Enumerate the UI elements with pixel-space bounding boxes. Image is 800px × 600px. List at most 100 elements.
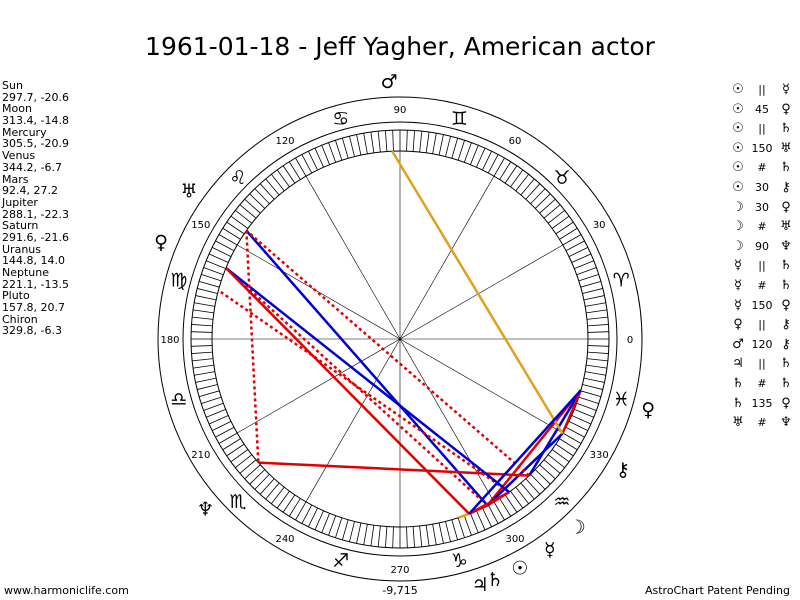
degree-tick xyxy=(587,345,609,347)
aspect-line xyxy=(217,289,510,494)
spoke-line xyxy=(399,244,563,340)
spoke-line xyxy=(399,338,563,434)
degree-tick xyxy=(259,183,275,200)
degree-tick xyxy=(244,464,261,480)
degree-tick xyxy=(259,478,275,495)
planet-coords: 157.8, 20.7 xyxy=(2,301,65,315)
degree-tick xyxy=(504,494,518,513)
degree-tick xyxy=(288,498,301,517)
degree-label: 270 xyxy=(390,565,409,576)
aspect-row: ☿ 150 ♀ xyxy=(728,296,796,316)
degree-tick xyxy=(218,432,238,444)
planet-coords: 288.1, -22.3 xyxy=(2,207,69,221)
degree-tick xyxy=(425,131,430,153)
aspect-line xyxy=(245,230,260,463)
degree-tick xyxy=(392,130,394,152)
aspect-planet-1: ☽ xyxy=(732,219,744,235)
spoke-line xyxy=(305,338,401,502)
degree-tick xyxy=(586,316,608,320)
planet-name: Mercury xyxy=(2,125,47,139)
degree-tick xyxy=(515,486,529,504)
planet-coords: 92.4, 27.2 xyxy=(2,184,58,198)
degree-tick xyxy=(342,137,349,159)
planet-coords: 305.5, -20.9 xyxy=(2,137,69,151)
degree-tick xyxy=(377,131,381,153)
planet-glyph-neptune: ♆ xyxy=(197,499,214,521)
planet-positions-list: Sun 297.7, -20.6 Moon 313.4, -14.8 Mercu… xyxy=(2,80,69,337)
aspect-type: 135 xyxy=(751,396,773,410)
degree-label: 330 xyxy=(590,450,609,461)
chart-title: 1961-01-18 - Jeff Yagher, American actor xyxy=(145,32,655,61)
degree-tick xyxy=(515,174,529,192)
aspect-type: # xyxy=(757,278,767,292)
planet-coords: 344.2, -6.7 xyxy=(2,160,62,174)
degree-tick xyxy=(377,525,381,547)
degree-tick xyxy=(276,490,290,509)
degree-tick xyxy=(235,210,253,224)
degree-label: 210 xyxy=(191,450,210,461)
aspect-planet-1: ☉ xyxy=(732,82,744,97)
degree-tick xyxy=(476,147,486,168)
planet-name: Venus xyxy=(2,149,36,163)
degree-tick xyxy=(192,309,214,314)
degree-tick xyxy=(356,522,362,544)
aspect-type: 30 xyxy=(755,200,769,214)
aspect-type: || xyxy=(758,318,766,332)
degree-tick xyxy=(363,133,368,154)
degree-tick xyxy=(406,526,408,548)
aspect-type: || xyxy=(758,357,766,371)
degree-tick xyxy=(587,331,609,333)
degree-tick xyxy=(559,438,578,451)
degree-tick xyxy=(510,490,524,509)
degree-tick xyxy=(504,165,518,184)
degree-tick xyxy=(463,515,472,536)
planet-name: Mars xyxy=(2,172,29,186)
degree-tick xyxy=(222,438,241,451)
degree-tick xyxy=(543,459,561,474)
zodiac-sign-glyph: ♐ xyxy=(332,550,349,572)
degree-tick xyxy=(191,324,213,327)
degree-tick xyxy=(562,432,582,444)
aspect-planet-2: ☿ xyxy=(782,82,790,97)
degree-label: 0 xyxy=(627,335,633,346)
degree-tick xyxy=(192,358,214,362)
aspect-planet-2: ⚷ xyxy=(781,317,791,333)
degree-tick xyxy=(385,130,388,152)
planet-name: Neptune xyxy=(2,266,50,279)
degree-tick xyxy=(419,525,423,547)
degree-label: 150 xyxy=(191,220,210,231)
aspect-planet-2: ♄ xyxy=(780,258,792,274)
degree-tick xyxy=(574,260,594,269)
zodiac-sign-glyph: ♓ xyxy=(613,388,630,410)
aspect-type: 30 xyxy=(755,180,769,194)
planet-glyph-mars: ♂ xyxy=(381,71,398,93)
degree-tick xyxy=(349,136,355,157)
degree-tick xyxy=(520,482,535,500)
aspect-row: ☽ # ♅ xyxy=(728,217,796,237)
aspect-line xyxy=(391,150,564,435)
zodiac-sign-glyph: ♈ xyxy=(613,270,630,292)
aspect-planet-1: ☿ xyxy=(734,277,742,293)
degree-tick xyxy=(254,473,270,490)
degree-tick xyxy=(565,426,585,438)
aspect-planet-1: ☉ xyxy=(732,121,744,137)
aspect-type: # xyxy=(757,161,767,175)
degree-tick xyxy=(235,454,253,468)
degree-tick xyxy=(282,494,296,513)
aspect-row: ☽ 30 ♀ xyxy=(728,198,796,218)
degree-tick xyxy=(191,331,213,333)
degree-tick xyxy=(370,525,375,547)
planet-glyph-uranus: ♅ xyxy=(181,180,198,202)
outer-ring xyxy=(157,96,643,582)
degree-tick xyxy=(192,364,214,369)
aspect-line xyxy=(225,267,489,507)
footer-website[interactable]: www.harmoniclife.com xyxy=(4,584,129,597)
aspect-planet-1: ♄ xyxy=(732,395,744,411)
spoke-line xyxy=(399,176,495,340)
degree-label: 240 xyxy=(275,534,294,545)
degree-tick xyxy=(525,183,541,200)
degree-tick xyxy=(295,501,307,521)
aspect-planet-1: ☉ xyxy=(732,140,744,156)
aspect-planet-1: ☽ xyxy=(732,238,744,254)
